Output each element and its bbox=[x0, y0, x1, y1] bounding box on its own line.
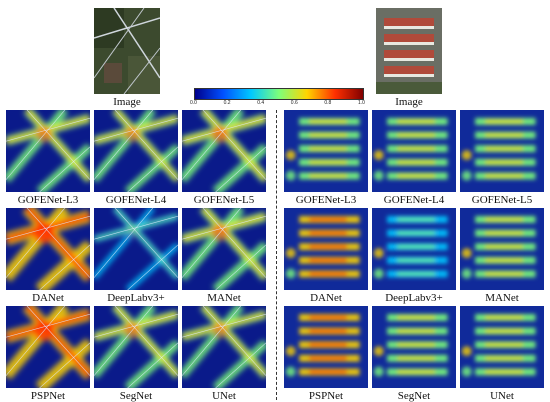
left-heatmap-label: DANet bbox=[32, 292, 64, 304]
left-heatmap-tile bbox=[182, 110, 266, 192]
left-heatmap-label: GOFENet-L3 bbox=[17, 194, 79, 206]
right-heatmap-tile bbox=[460, 110, 544, 192]
right-heatmap-label: UNet bbox=[490, 390, 514, 402]
right-heatmap-label: GOFENet-L5 bbox=[471, 194, 533, 206]
right-heatmap-label: GOFENet-L3 bbox=[295, 194, 357, 206]
right-heatmap-tile bbox=[460, 306, 544, 388]
left-heatmap-tile bbox=[182, 208, 266, 290]
right-heatmap-tile bbox=[284, 110, 368, 192]
right-image-label: Image bbox=[395, 96, 423, 108]
colorbar-ticks: 0.0 0.2 0.4 0.6 0.8 1.0 bbox=[190, 100, 365, 108]
right-heatmap-tile bbox=[372, 306, 456, 388]
left-original-image bbox=[94, 8, 160, 94]
right-heatmap-tile bbox=[372, 208, 456, 290]
right-heatmap-label: DANet bbox=[310, 292, 342, 304]
left-heatmap-label: GOFENet-L5 bbox=[193, 194, 255, 206]
left-heatmap-label: SegNet bbox=[119, 390, 153, 402]
left-heatmap-label: PSPNet bbox=[30, 390, 66, 402]
right-heatmap-tile bbox=[372, 110, 456, 192]
colorbar-tick-label: 1.0 bbox=[358, 100, 365, 106]
left-heatmap-tile bbox=[94, 110, 178, 192]
left-heatmap-tile bbox=[182, 306, 266, 388]
left-heatmap-tile bbox=[6, 110, 90, 192]
left-heatmap-tile bbox=[94, 208, 178, 290]
right-heatmap-tile bbox=[284, 208, 368, 290]
left-heatmap-label: GOFENet-L4 bbox=[105, 194, 167, 206]
colorbar-tick-label: 0.4 bbox=[257, 100, 265, 106]
right-heatmap-tile bbox=[460, 208, 544, 290]
left-heatmap-label: DeepLabv3+ bbox=[107, 292, 165, 304]
right-heatmap-label: SegNet bbox=[397, 390, 431, 402]
right-original-image bbox=[376, 8, 442, 94]
left-heatmap-tile bbox=[94, 306, 178, 388]
colorbar bbox=[194, 88, 364, 100]
colorbar-tick-label: 0.0 bbox=[190, 100, 197, 106]
colorbar-tick-label: 0.2 bbox=[223, 100, 231, 106]
left-heatmap-label: MANet bbox=[207, 292, 241, 304]
colorbar-tick-label: 0.8 bbox=[324, 100, 332, 106]
left-heatmap-tile bbox=[6, 208, 90, 290]
colorbar-tick-label: 0.6 bbox=[290, 100, 298, 106]
right-heatmap-tile bbox=[284, 306, 368, 388]
left-heatmap-label: UNet bbox=[212, 390, 236, 402]
right-heatmap-label: MANet bbox=[485, 292, 519, 304]
left-image-label: Image bbox=[113, 96, 141, 108]
left-heatmap-tile bbox=[6, 306, 90, 388]
right-heatmap-label: GOFENet-L4 bbox=[383, 194, 445, 206]
right-heatmap-label: PSPNet bbox=[308, 390, 344, 402]
panel-divider bbox=[276, 110, 277, 400]
right-heatmap-label: DeepLabv3+ bbox=[385, 292, 443, 304]
